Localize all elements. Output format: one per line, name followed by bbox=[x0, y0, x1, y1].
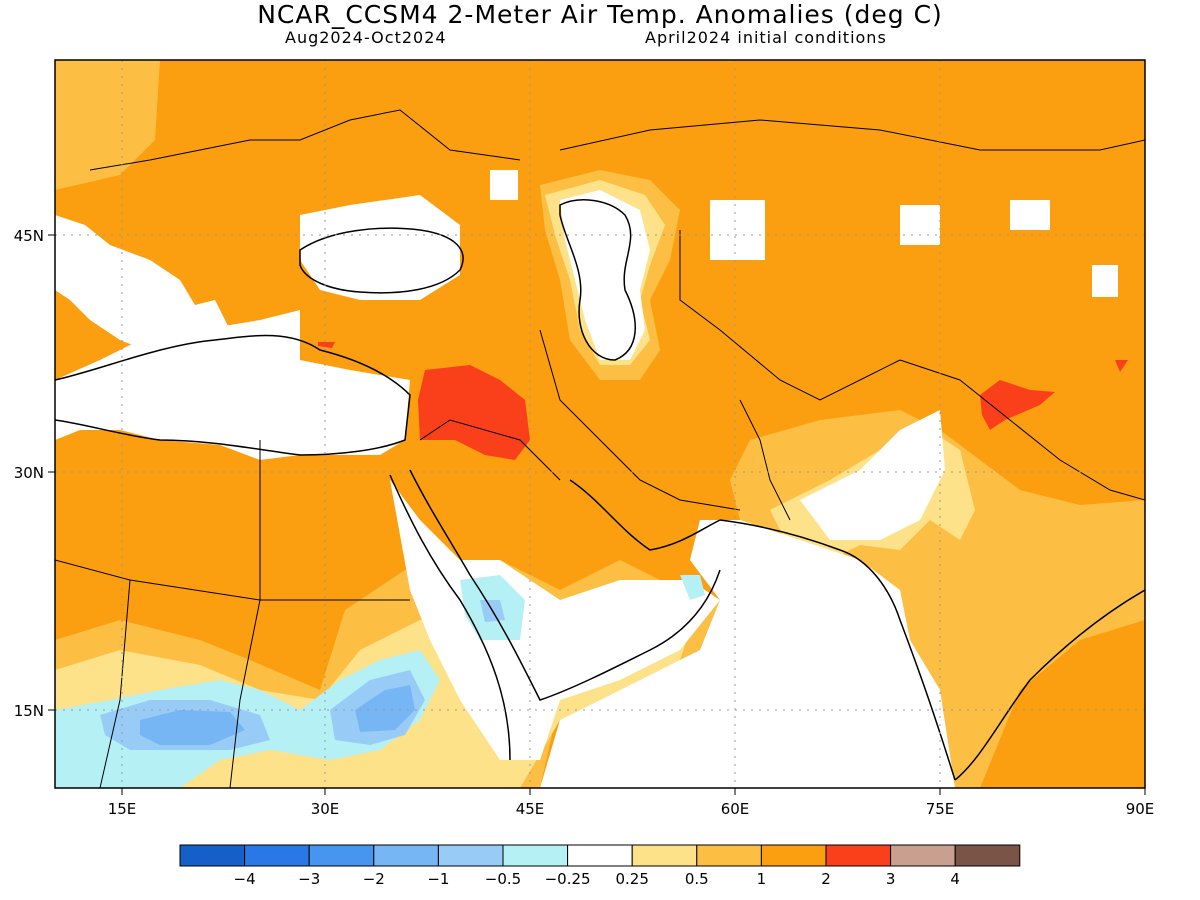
country-borders bbox=[55, 109, 1145, 788]
anomaly-region-05-1 bbox=[55, 60, 160, 190]
border-europe bbox=[89, 109, 521, 171]
black-sea-coast bbox=[299, 227, 464, 294]
persian-gulf-coast bbox=[569, 479, 721, 551]
axis-ticks bbox=[48, 234, 1146, 795]
colorbar-label: 4 bbox=[950, 870, 960, 888]
blank-cell bbox=[710, 200, 765, 260]
lon-label: 90E bbox=[1126, 800, 1155, 818]
colorbar-label: 1 bbox=[757, 870, 767, 888]
colorbar-swatch bbox=[954, 844, 1021, 867]
initial-conditions: April2024 initial conditions bbox=[645, 28, 887, 47]
negative-region-1-2 bbox=[355, 685, 415, 732]
colorbar-label: −3 bbox=[298, 870, 320, 888]
lat-label: 45N bbox=[14, 227, 44, 245]
colorbar-swatch bbox=[890, 844, 956, 867]
colorbar-label: 3 bbox=[886, 870, 896, 888]
border-sudan bbox=[229, 599, 261, 788]
colorbar-swatch bbox=[825, 844, 892, 867]
border-chad bbox=[99, 579, 131, 788]
graticule bbox=[55, 60, 1145, 788]
colorbar-swatch bbox=[179, 844, 246, 867]
colorbar-swatch bbox=[567, 844, 633, 867]
anomaly-field bbox=[55, 60, 1145, 788]
blank-cell bbox=[900, 205, 940, 245]
near-zero-region bbox=[390, 480, 720, 760]
colorbar-labels: −4 −3 −2 −1 −0.5 −0.25 0.25 0.5 1 2 3 4 bbox=[234, 870, 960, 888]
colorbar-label: −0.5 bbox=[485, 870, 521, 888]
india-west-coast bbox=[719, 519, 956, 781]
colorbar-swatch bbox=[760, 844, 827, 867]
coastlines bbox=[55, 199, 1145, 781]
near-zero-region bbox=[560, 190, 650, 360]
colorbar-label: 0.5 bbox=[685, 870, 709, 888]
lon-label: 45E bbox=[516, 800, 545, 818]
blank-cell bbox=[490, 170, 518, 200]
colorbar-swatch bbox=[631, 844, 698, 867]
border-russia-kazakhstan bbox=[559, 119, 1145, 151]
lat-label: 30N bbox=[14, 464, 44, 482]
near-zero-region bbox=[540, 520, 955, 788]
negative-region-1-2 bbox=[140, 710, 245, 745]
near-zero-region bbox=[55, 215, 230, 360]
longitude-labels: 15E 30E 45E 60E 75E 90E bbox=[108, 800, 1155, 818]
mediterranean-coast bbox=[55, 334, 411, 456]
border-central-asia bbox=[679, 230, 901, 401]
lon-label: 30E bbox=[311, 800, 340, 818]
colorbar-label: −0.25 bbox=[545, 870, 591, 888]
anomaly-region-2-3 bbox=[980, 380, 1055, 430]
blank-cell bbox=[1092, 265, 1118, 297]
colorbar-swatch bbox=[437, 844, 504, 867]
colorbar-label: 2 bbox=[821, 870, 831, 888]
border-pakistan bbox=[739, 399, 791, 521]
border-sahara bbox=[55, 559, 410, 601]
anomaly-region-025-05 bbox=[410, 740, 500, 788]
latitude-labels: 45N 30N 15N bbox=[14, 227, 44, 720]
lat-label: 15N bbox=[14, 702, 44, 720]
colorbar-swatch bbox=[244, 844, 310, 867]
red-sea-west-coast bbox=[389, 474, 511, 761]
map-title: NCAR_CCSM4 2-Meter Air Temp. Anomalies (… bbox=[257, 0, 943, 29]
colorbar-swatch bbox=[502, 844, 569, 867]
forecast-period: Aug2024-Oct2024 bbox=[285, 28, 447, 47]
near-zero-region bbox=[300, 195, 460, 300]
colorbar-label: −1 bbox=[427, 870, 449, 888]
caspian-sea-coast bbox=[559, 199, 636, 361]
border-iran bbox=[539, 329, 741, 511]
colorbar-label: −4 bbox=[234, 870, 256, 888]
india-east-coast bbox=[954, 589, 1145, 781]
negative-region-025-05 bbox=[680, 575, 705, 600]
border-himalaya bbox=[899, 359, 1145, 501]
anomaly-region-2-3 bbox=[418, 365, 530, 460]
lon-label: 75E bbox=[926, 800, 955, 818]
blank-cell bbox=[1010, 200, 1050, 230]
border-iraq bbox=[419, 419, 561, 481]
colorbar-label: 0.25 bbox=[615, 870, 648, 888]
colorbar-swatch bbox=[373, 844, 439, 867]
lon-label: 60E bbox=[721, 800, 750, 818]
lon-label: 15E bbox=[108, 800, 137, 818]
colorbar-label: −2 bbox=[363, 870, 385, 888]
near-zero-region bbox=[800, 410, 945, 540]
colorbar-swatch bbox=[696, 844, 762, 867]
colorbar-swatch bbox=[308, 844, 375, 867]
colorbar bbox=[179, 844, 1021, 867]
arabian-peninsula-coast bbox=[409, 469, 721, 701]
anomaly-region-2-3 bbox=[1115, 360, 1128, 372]
anomaly-region-2-3 bbox=[318, 342, 335, 348]
map-frame bbox=[54, 59, 1146, 789]
